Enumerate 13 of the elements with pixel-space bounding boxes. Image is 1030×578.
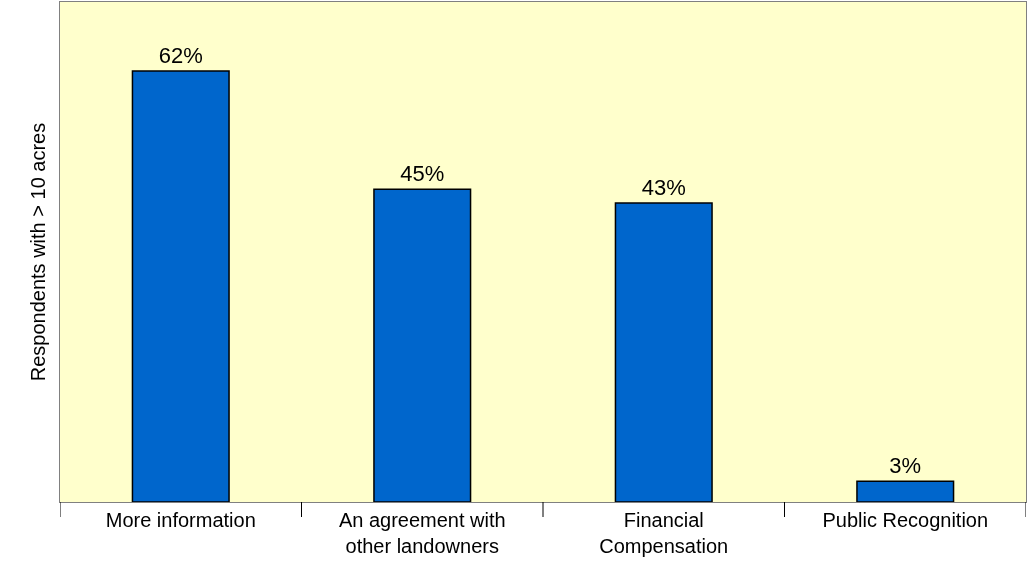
- bar: [131, 70, 230, 502]
- data-label: 3%: [889, 453, 922, 479]
- x-tick-label: Financial Compensation: [599, 509, 729, 557]
- x-tick-label: More information: [105, 509, 256, 531]
- data-label: 62%: [158, 42, 203, 68]
- bar: [373, 188, 472, 502]
- bar: [614, 202, 713, 502]
- y-axis-title: Respondents with > 10 acres: [26, 122, 49, 382]
- bar: [856, 480, 955, 502]
- data-label: 45%: [400, 161, 445, 187]
- x-tick-label: An agreement with other landowners: [338, 509, 506, 557]
- data-label: 43%: [641, 175, 686, 201]
- x-tick-label: Public Recognition: [822, 509, 989, 531]
